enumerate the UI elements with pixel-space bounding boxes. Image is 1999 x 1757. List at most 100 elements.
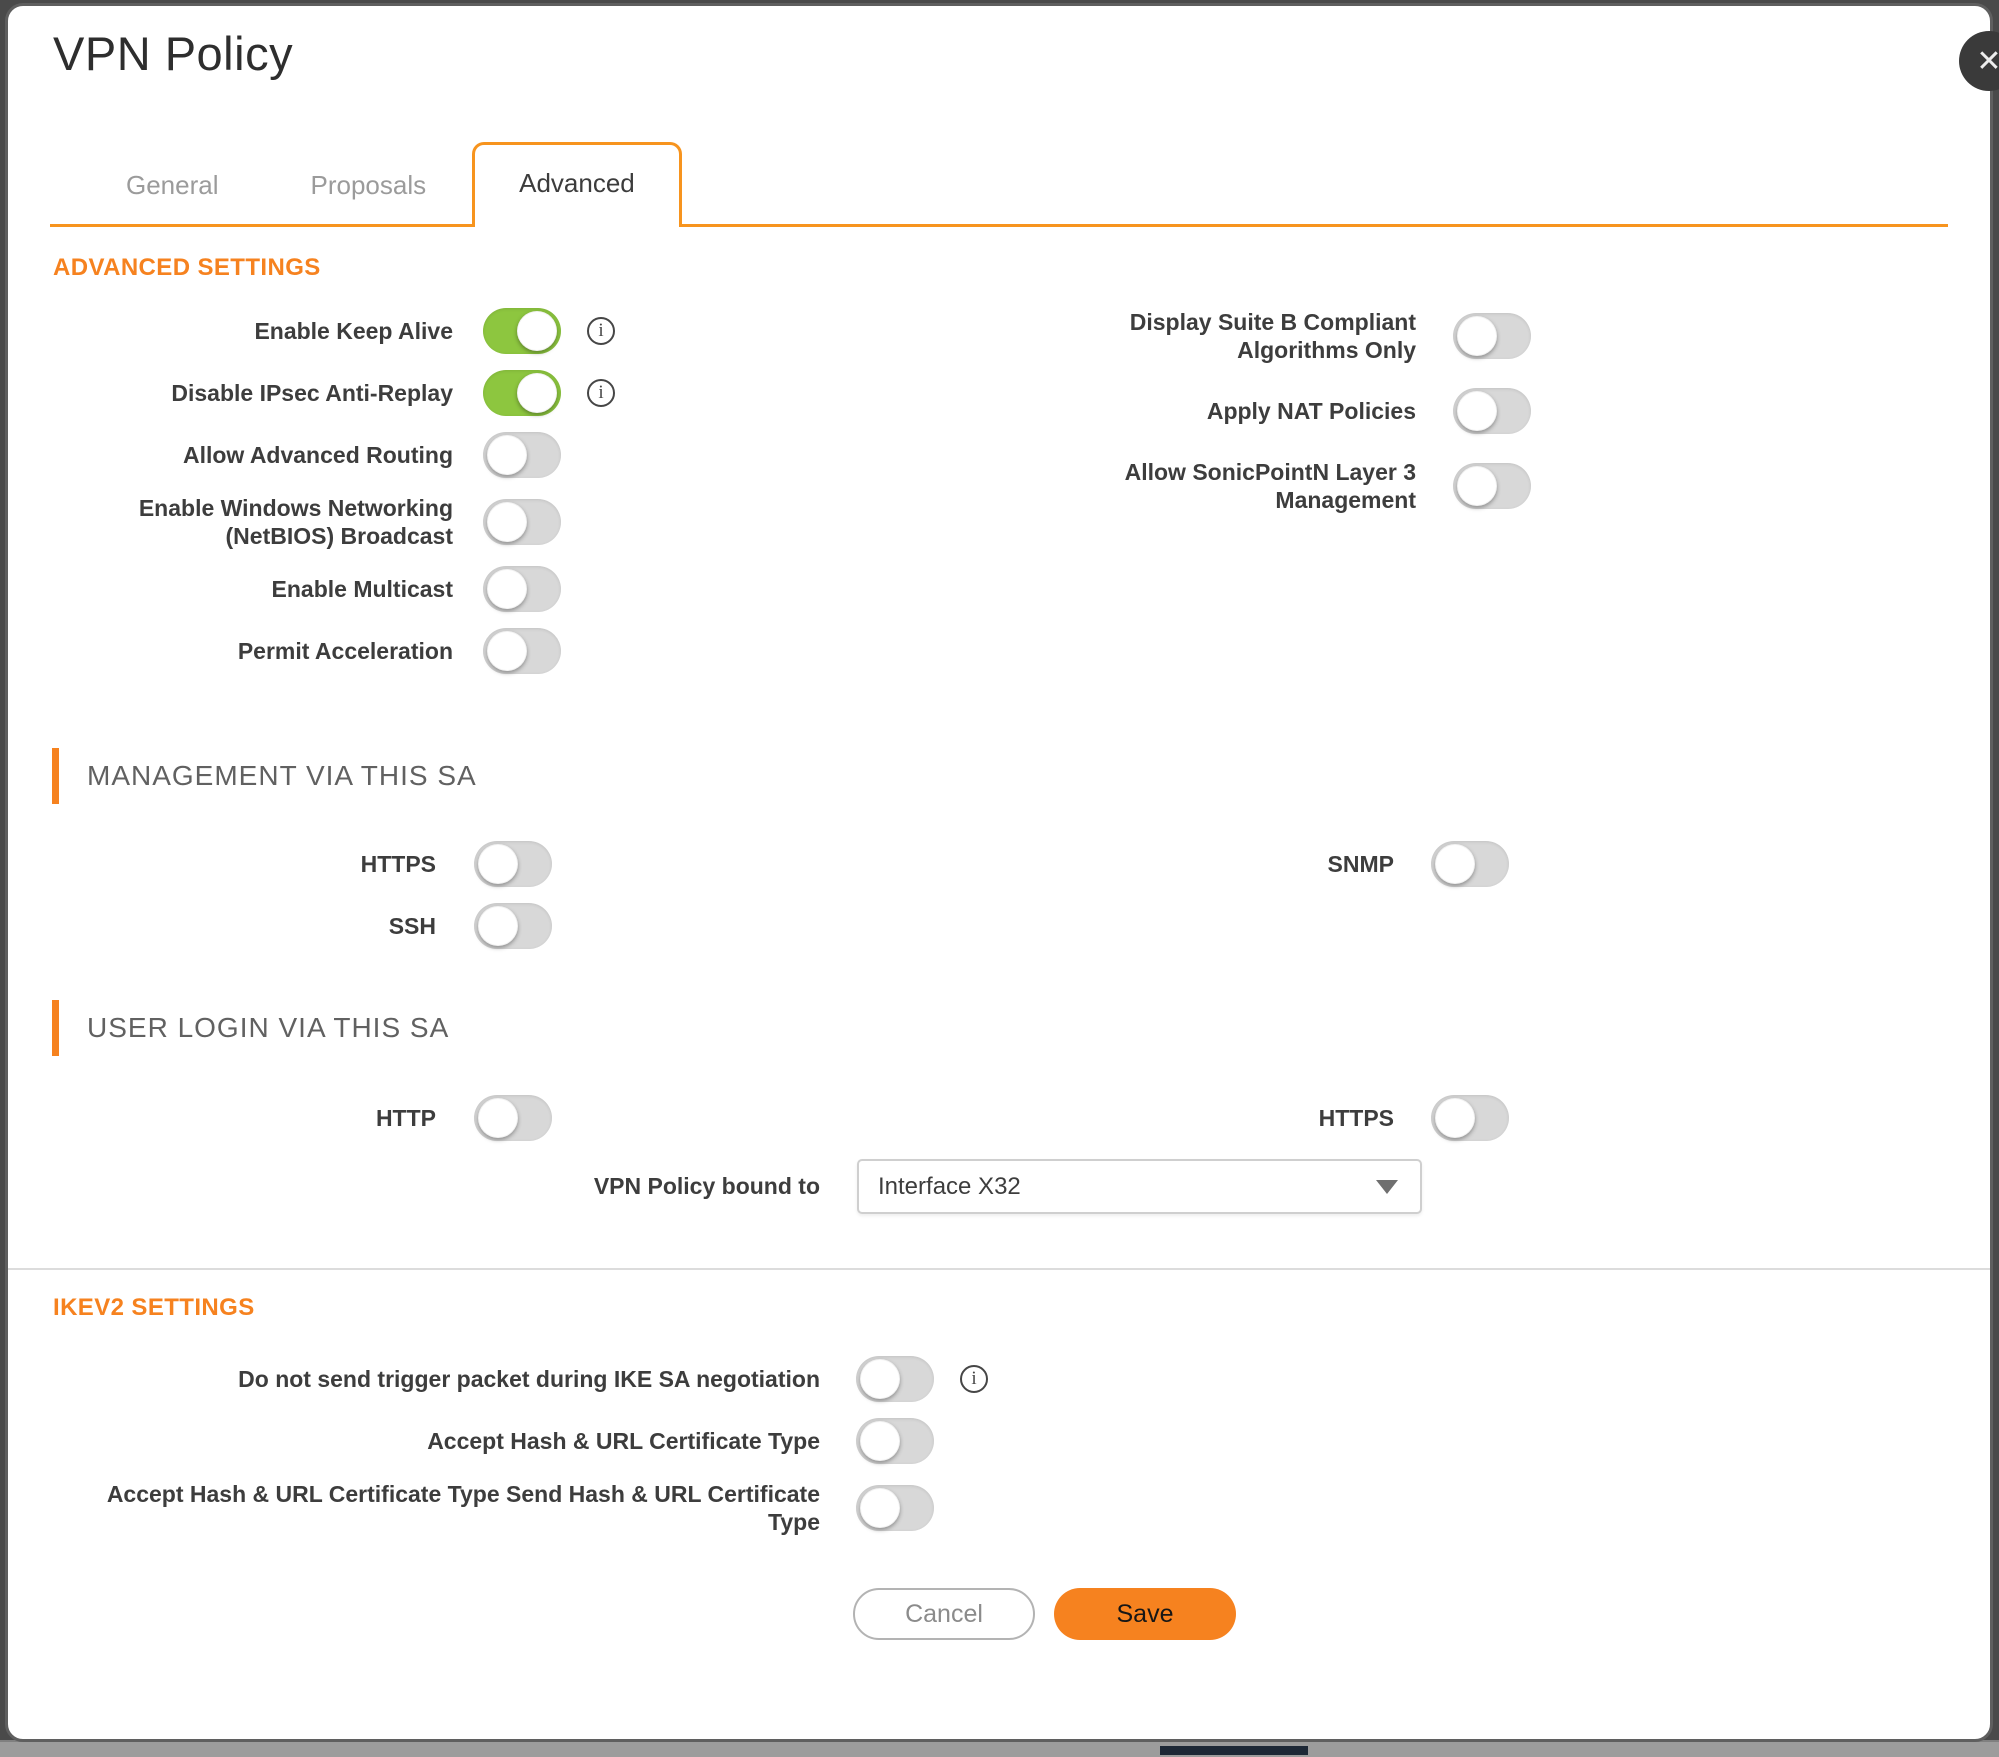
http-label: HTTP (375, 1105, 436, 1131)
allow-sonicpointn-layer-3-management-label: Allow SonicPointN Layer 3 Management (1124, 459, 1416, 513)
section-heading-ikev2-settings: IKEV2 SETTINGS (53, 1294, 255, 1321)
apply-nat-policies-toggle[interactable] (1453, 388, 1531, 434)
toggle-row: Allow Advanced Routing (53, 432, 615, 478)
enable-keep-alive-toggle[interactable] (483, 308, 561, 354)
toggle-knob (478, 1098, 518, 1138)
tab-advanced[interactable]: Advanced (472, 142, 682, 227)
toggle-row: Display Suite B Compliant Algorithms Onl… (1058, 308, 1531, 364)
accept-hash-url-certificate-type-label: Accept Hash & URL Certificate Type (427, 1428, 820, 1454)
toggle-row: Disable IPsec Anti-Replay i (53, 370, 615, 416)
ikev2-settings-column: Do not send trigger packet during IKE SA… (53, 1356, 988, 1552)
display-suite-b-compliant-algorithms-only-toggle[interactable] (1453, 313, 1531, 359)
section-heading-advanced-settings: ADVANCED SETTINGS (53, 254, 321, 281)
display-suite-b-compliant-algorithms-only-label: Display Suite B Compliant Algorithms Onl… (1129, 309, 1416, 363)
selected-interface-value: Interface X32 (878, 1172, 1021, 1200)
permit-acceleration-toggle[interactable] (483, 628, 561, 674)
toggle-row: Enable Windows Networking (NetBIOS) Broa… (53, 494, 615, 550)
toggle-knob (487, 435, 527, 475)
tab-general[interactable]: General (126, 170, 219, 200)
ssh-toggle[interactable] (474, 903, 552, 949)
toggle-row: Enable Keep Alive i (53, 308, 615, 354)
enable-multicast-toggle[interactable] (483, 566, 561, 612)
toggle-row: HTTP (53, 1095, 552, 1141)
toggle-row: SNMP (1058, 841, 1509, 887)
user-login-sa-right-column: HTTPS (1058, 1095, 1509, 1157)
toggle-row: Accept Hash & URL Certificate Type (53, 1418, 988, 1464)
permit-acceleration-label: Permit Acceleration (237, 638, 453, 664)
disable-ipsec-anti-replay-label: Disable IPsec Anti-Replay (171, 380, 453, 406)
allow-sonicpointn-layer-3-management-toggle[interactable] (1453, 463, 1531, 509)
page-title: VPN Policy (53, 27, 294, 80)
toggle-row: Accept Hash & URL Certificate Type Send … (53, 1480, 988, 1536)
https-label: HTTPS (360, 851, 436, 877)
https-toggle[interactable] (474, 841, 552, 887)
section-divider (8, 1268, 1990, 1270)
enable-windows-networking-netbios-broadcast-toggle[interactable] (483, 499, 561, 545)
tab-proposals[interactable]: Proposals (310, 170, 427, 200)
section-accent-bar (52, 1000, 59, 1056)
toggle-knob (478, 844, 518, 884)
snmp-toggle[interactable] (1431, 841, 1509, 887)
vpn-policy-bound-to-row: VPN Policy bound to Interface X32 (53, 1159, 1422, 1214)
toggle-row: Permit Acceleration (53, 628, 615, 674)
vpn-policy-bound-to-label: VPN Policy bound to (593, 1173, 820, 1199)
toggle-knob (487, 502, 527, 542)
accept-hash-url-certificate-type-send-hash-url-certificate-type-label: Accept Hash & URL Certificate Type Send … (106, 1481, 820, 1535)
https-toggle[interactable] (1431, 1095, 1509, 1141)
disable-ipsec-anti-replay-toggle[interactable] (483, 370, 561, 416)
toggle-knob (860, 1488, 900, 1528)
section-heading-label: MANAGEMENT VIA THIS SA (87, 760, 477, 791)
toggle-row: Allow SonicPointN Layer 3 Management (1058, 458, 1531, 514)
allow-advanced-routing-label: Allow Advanced Routing (182, 442, 453, 468)
apply-nat-policies-label: Apply NAT Policies (1206, 398, 1416, 424)
toggle-knob (860, 1359, 900, 1399)
toggle-row: SSH (53, 903, 552, 949)
toggle-row: Do not send trigger packet during IKE SA… (53, 1356, 988, 1402)
allow-advanced-routing-toggle[interactable] (483, 432, 561, 478)
management-sa-right-column: SNMP (1058, 841, 1509, 903)
do-not-send-trigger-packet-during-ike-sa-negotiation-toggle[interactable] (856, 1356, 934, 1402)
toggle-knob (860, 1421, 900, 1461)
section-heading-management-via-this-sa: MANAGEMENT VIA THIS SA (52, 748, 477, 804)
toggle-knob (1457, 391, 1497, 431)
close-button[interactable]: ✕ (1959, 31, 1999, 91)
section-heading-user-login-via-this-sa: USER LOGIN VIA THIS SA (52, 1000, 449, 1056)
tab-bar: General Proposals Advanced (50, 142, 1948, 227)
section-accent-bar (52, 748, 59, 804)
background-page-strip (0, 1740, 1999, 1757)
vpn-policy-bound-to-select[interactable]: Interface X32 (857, 1159, 1422, 1214)
dialog-footer: Cancel Save (853, 1588, 1236, 1640)
toggle-knob (517, 373, 557, 413)
toggle-knob (1435, 1098, 1475, 1138)
ssh-label: SSH (388, 913, 436, 939)
section-heading-label: USER LOGIN VIA THIS SA (87, 1012, 450, 1043)
advanced-settings-right-column: Display Suite B Compliant Algorithms Onl… (1058, 308, 1531, 538)
info-icon[interactable]: i (960, 1365, 988, 1393)
toggle-knob (478, 906, 518, 946)
toggle-knob (1457, 316, 1497, 356)
chevron-down-icon (1376, 1179, 1398, 1194)
toggle-knob (517, 311, 557, 351)
accept-hash-url-certificate-type-send-hash-url-certificate-type-toggle[interactable] (856, 1485, 934, 1531)
user-login-sa-left-column: HTTP (53, 1095, 552, 1157)
snmp-label: SNMP (1327, 851, 1394, 877)
info-icon[interactable]: i (587, 317, 615, 345)
save-button[interactable]: Save (1054, 1588, 1236, 1640)
cancel-button[interactable]: Cancel (853, 1588, 1035, 1640)
accept-hash-url-certificate-type-toggle[interactable] (856, 1418, 934, 1464)
http-toggle[interactable] (474, 1095, 552, 1141)
toggle-row: HTTPS (1058, 1095, 1509, 1141)
toggle-knob (1457, 466, 1497, 506)
info-icon[interactable]: i (587, 379, 615, 407)
enable-keep-alive-label: Enable Keep Alive (254, 318, 453, 344)
toggle-row: Apply NAT Policies (1058, 388, 1531, 434)
advanced-settings-left-column: Enable Keep Alive i Disable IPsec Anti-Rep… (53, 308, 615, 690)
toggle-knob (1435, 844, 1475, 884)
background-toolbar-fragment (1160, 1746, 1308, 1755)
enable-multicast-label: Enable Multicast (271, 576, 453, 602)
https-label: HTTPS (1318, 1105, 1394, 1131)
do-not-send-trigger-packet-during-ike-sa-negotiation-label: Do not send trigger packet during IKE SA… (238, 1366, 820, 1392)
enable-windows-networking-netbios-broadcast-label: Enable Windows Networking (NetBIOS) Broa… (138, 495, 453, 549)
toggle-row: Enable Multicast (53, 566, 615, 612)
